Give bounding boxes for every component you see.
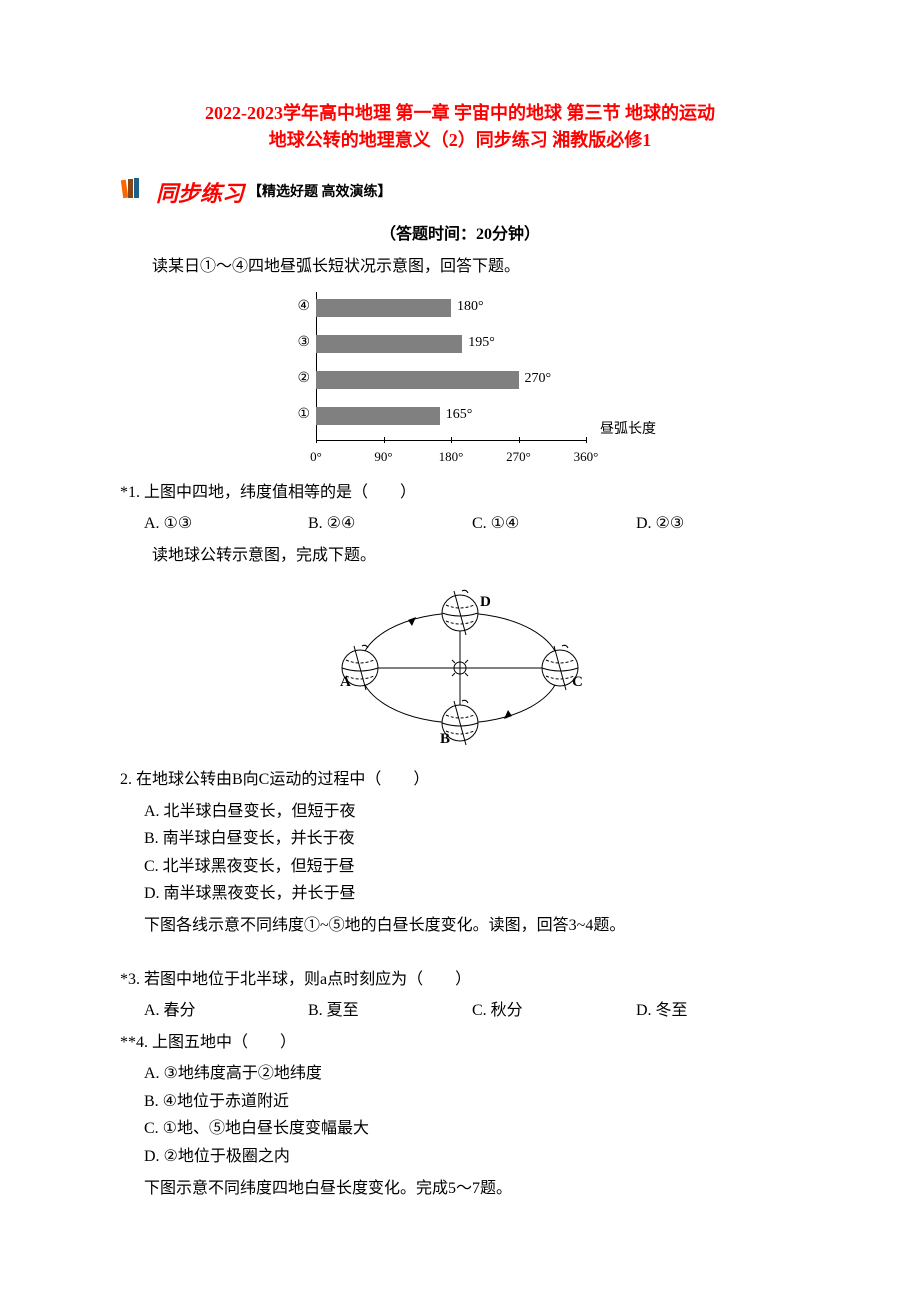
x-axis-title: 昼弧长度 xyxy=(600,419,656,441)
q4-option-c: C. ①地、⑤地白昼长度变幅最大 xyxy=(120,1116,800,1142)
q3-option-d: D. 冬至 xyxy=(636,998,800,1024)
bar-value: 270° xyxy=(525,368,552,390)
spacer xyxy=(120,945,800,961)
tick-label: 90° xyxy=(374,447,392,468)
q3-option-b: B. 夏至 xyxy=(308,998,472,1024)
bar-label: ① xyxy=(280,404,316,426)
question-3-options: A. 春分 B. 夏至 C. 秋分 D. 冬至 xyxy=(120,998,800,1024)
title-line-1: 2022-2023学年高中地理 第一章 宇宙中的地球 第三节 地球的运动 xyxy=(205,103,715,123)
tick xyxy=(519,437,520,443)
question-2: 2. 在地球公转由B向C运动的过程中（ ） xyxy=(120,767,800,793)
document-title: 2022-2023学年高中地理 第一章 宇宙中的地球 第三节 地球的运动 地球公… xyxy=(120,100,800,154)
instruction-4: 下图示意不同纬度四地白昼长度变化。完成5～7题。 xyxy=(120,1176,800,1202)
bar xyxy=(316,335,462,353)
bar-wrap: 165° xyxy=(316,406,586,426)
q3-option-a: A. 春分 xyxy=(120,998,308,1024)
q1-option-c: C. ①④ xyxy=(472,511,636,537)
title-line-2: 地球公转的地理意义（2）同步练习 湘教版必修1 xyxy=(269,130,652,150)
bar-row: ③ 195° xyxy=(280,332,640,356)
x-axis: 昼弧长度 0°90°180°270°360° xyxy=(316,440,586,468)
bar-value: 195° xyxy=(468,332,495,354)
tick xyxy=(586,437,587,443)
q2-option-a: A. 北半球白昼变长，但短于夜 xyxy=(120,799,800,825)
q2-option-b: B. 南半球白昼变长，并长于夜 xyxy=(120,826,800,852)
books-icon xyxy=(120,174,148,212)
tick-label: 360° xyxy=(574,447,599,468)
q4-option-a: A. ③地纬度高于②地纬度 xyxy=(120,1061,800,1087)
tick-label: 270° xyxy=(506,447,531,468)
bar xyxy=(316,407,440,425)
bar-value: 180° xyxy=(457,296,484,318)
q3-option-c: C. 秋分 xyxy=(472,998,636,1024)
label-c: C xyxy=(572,674,583,690)
bar-wrap: 195° xyxy=(316,334,586,354)
bar xyxy=(316,299,451,317)
bar-wrap: 270° xyxy=(316,370,586,390)
bar-wrap: 180° xyxy=(316,298,586,318)
question-4-options: A. ③地纬度高于②地纬度 B. ④地位于赤道附近 C. ①地、⑤地白昼长度变幅… xyxy=(120,1061,800,1169)
banner-subtitle: 【精选好题 高效演练】 xyxy=(248,182,392,204)
instruction-3: 下图各线示意不同纬度①~⑤地的白昼长度变化。读图，回答3~4题。 xyxy=(120,913,800,939)
q1-option-a: A. ①③ xyxy=(120,511,308,537)
bar-row: ① 165° xyxy=(280,404,640,428)
bar-label: ③ xyxy=(280,332,316,354)
bars-group: ④ 180° ③ 195° ② 270° ① 165° xyxy=(280,296,640,428)
bar-row: ④ 180° xyxy=(280,296,640,320)
instruction-1: 读某日①～④四地昼弧长短状况示意图，回答下题。 xyxy=(120,254,800,280)
q4-option-d: D. ②地位于极圈之内 xyxy=(120,1144,800,1170)
bar-chart: ④180°③195°②270°①165° 昼弧长度 0°90°180°270°3… xyxy=(280,292,640,468)
q2-option-d: D. 南半球黑夜变长，并长于昼 xyxy=(120,881,800,907)
q1-option-b: B. ②④ xyxy=(308,511,472,537)
label-d: D xyxy=(480,594,491,610)
label-b: B xyxy=(440,731,450,747)
tick xyxy=(316,437,317,443)
question-4: **4. 上图五地中（ ） xyxy=(120,1030,800,1056)
q1-option-d: D. ②③ xyxy=(636,511,800,537)
tick-label: 0° xyxy=(310,447,322,468)
bar-label: ② xyxy=(280,368,316,390)
bar-value: 165° xyxy=(446,404,473,426)
tick xyxy=(451,437,452,443)
banner-main-text: 同步练习 xyxy=(156,176,244,211)
time-note: （答题时间：20分钟） xyxy=(120,222,800,248)
tick-label: 180° xyxy=(439,447,464,468)
bar-row: ② 270° xyxy=(280,368,640,392)
question-3: *3. 若图中地位于北半球，则a点时刻应为（ ） xyxy=(120,967,800,993)
question-1-options: A. ①③ B. ②④ C. ①④ D. ②③ xyxy=(120,511,800,537)
section-banner: 同步练习 【精选好题 高效演练】 xyxy=(120,174,800,212)
label-a: A xyxy=(340,674,351,690)
q4-option-b: B. ④地位于赤道附近 xyxy=(120,1089,800,1115)
bar xyxy=(316,371,519,389)
instruction-2: 读地球公转示意图，完成下题。 xyxy=(120,543,800,569)
globe-d xyxy=(442,591,478,636)
orbit-diagram: A D C B xyxy=(330,578,590,757)
q2-option-c: C. 北半球黑夜变长，但短于昼 xyxy=(120,854,800,880)
tick xyxy=(384,437,385,443)
bar-label: ④ xyxy=(280,296,316,318)
question-1: *1. 上图中四地，纬度值相等的是（ ） xyxy=(120,480,800,506)
question-2-options: A. 北半球白昼变长，但短于夜 B. 南半球白昼变长，并长于夜 C. 北半球黑夜… xyxy=(120,799,800,907)
